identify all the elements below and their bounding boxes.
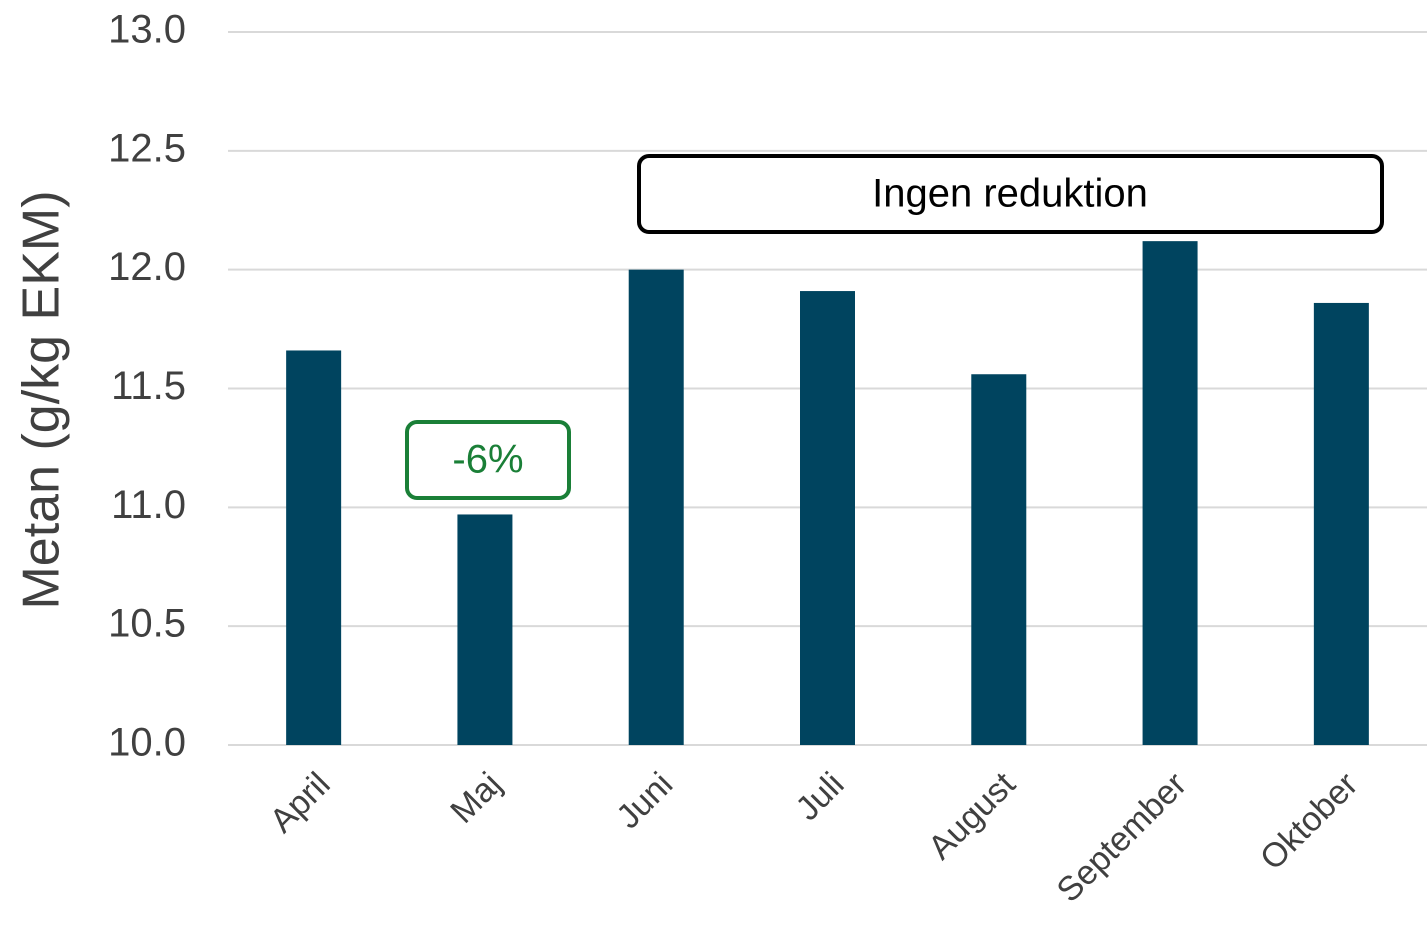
bar [1142, 241, 1198, 745]
y-tick-label: 12.5 [108, 126, 186, 170]
x-tick-label: August [921, 765, 1023, 867]
bar [286, 350, 342, 745]
y-tick-label: 12.0 [108, 245, 186, 289]
x-tick-label: April [263, 765, 338, 840]
x-tick-label: September [1050, 765, 1194, 909]
y-tick-label: 10.0 [108, 721, 186, 765]
x-tick-label: Juni [609, 765, 680, 836]
bar [971, 374, 1027, 745]
bar [457, 514, 513, 745]
bar [628, 269, 684, 745]
annotation-box [637, 154, 1384, 234]
x-tick-label: Juli [789, 765, 852, 828]
y-tick-label: 13.0 [108, 8, 186, 52]
annotation: -6% [452, 438, 523, 482]
y-tick-label: 11.5 [111, 364, 186, 408]
annotation: Ingen reduktion [872, 172, 1148, 216]
x-tick-label: Maj [443, 765, 509, 831]
bar [1313, 302, 1369, 745]
bar [800, 291, 855, 745]
annotation-box [405, 420, 571, 500]
y-axis-label: Metan (g/kg EKM) [13, 190, 71, 609]
y-tick-label: 11.0 [111, 483, 186, 527]
y-tick-label: 10.5 [108, 602, 186, 646]
x-tick-label: Oktober [1253, 765, 1365, 877]
